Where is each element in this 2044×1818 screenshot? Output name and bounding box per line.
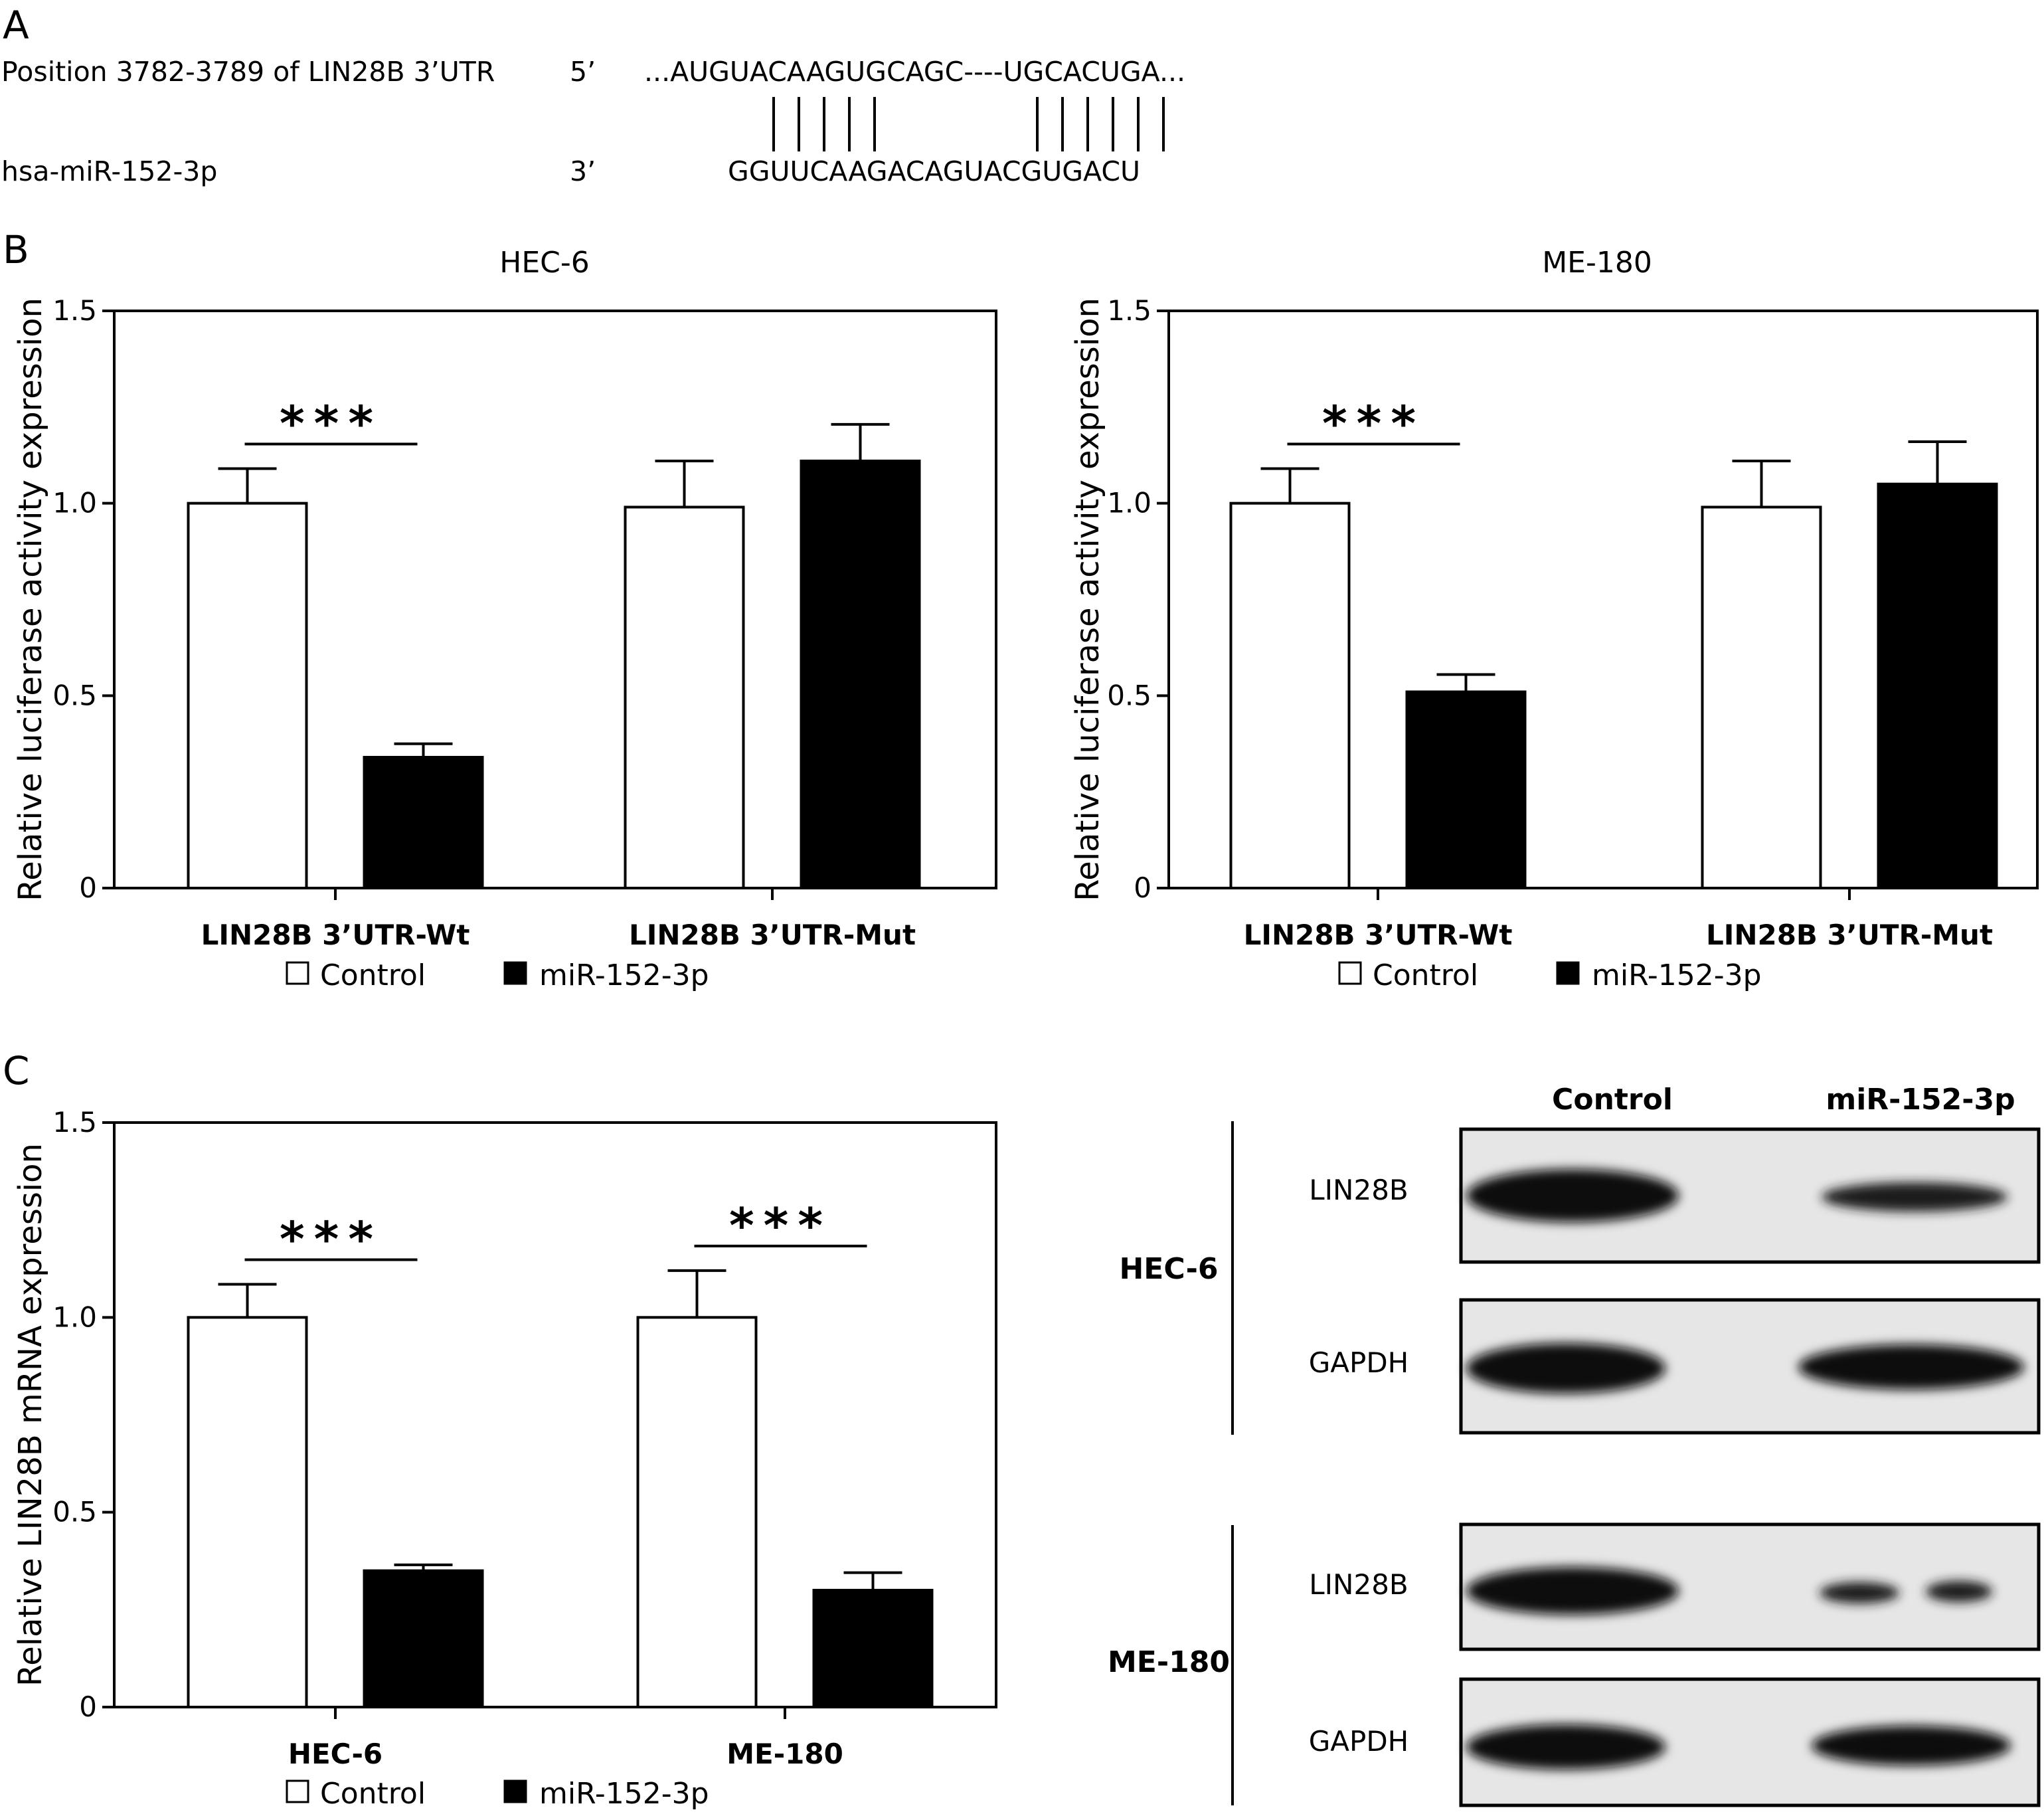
legend-label-control: Control [320,1777,426,1811]
mirna-label: hsa-miR-152-3p [1,155,217,187]
legend-label-control: Control [320,958,426,992]
legend-swatch-control [286,961,309,985]
western-blot: Control miR-152-3p HEC-6 ME-180 LIN28B G… [1108,1083,2041,1807]
x-tick-label: HEC-6 [288,1738,383,1770]
blot-row-label: LIN28B [1309,1174,1408,1206]
y-tick-label: 0 [1134,871,1151,904]
blot-row-label: LIN28B [1309,1568,1408,1601]
x-tick-label: LIN28B 3’UTR-Mut [1706,919,1993,951]
y-tick-label: 0.5 [1107,679,1151,711]
plot-frame [113,1121,997,1708]
y-tick-label: 0 [79,871,97,904]
bar-control [187,1316,308,1709]
target-sequence: ...AUGUACAAGUGCAGC----UGCACUGA... [644,56,1185,88]
y-axis-label: Relative luciferase activity expression [12,298,49,901]
bar-mir-152-3p [363,1569,484,1709]
y-tick-label: 1.5 [52,294,97,327]
y-tick-label: 0 [79,1690,97,1723]
legend-swatch-control [286,1779,309,1803]
y-tick-label: 1.0 [52,487,97,519]
bar-mir-152-3p [812,1589,934,1708]
legend-label-mir: miR-152-3p [539,1777,709,1811]
blot-strip-me180-gapdh [1459,1677,2041,1807]
chart-me180-luciferase: ME-180 Relative luciferase activity expre… [1069,246,2039,992]
panel-letter-a: A [3,3,29,48]
y-tick-label: 0.5 [52,679,97,711]
legend-swatch-mir [1556,961,1580,985]
bar-control [636,1316,758,1709]
y-tick-label: 1.5 [52,1106,97,1138]
bar-control [1701,505,1822,889]
legend-swatch-mir [503,1779,527,1803]
legend-label-control: Control [1373,958,1478,992]
mirna-end: 3’ [570,155,596,187]
bar-control [1229,501,1351,889]
x-tick-label: LIN28B 3’UTR-Wt [1244,919,1513,951]
bar-control [187,501,308,889]
chart-hec6-luciferase: HEC-6 Relative luciferase activity expres… [12,246,997,992]
base-pair-lines [772,97,1165,151]
blot-cell-line-me180: ME-180 [1108,1645,1230,1679]
blot-strip-hec6-lin28b [1459,1127,2041,1264]
bar-control [624,505,745,889]
y-axis-label: Relative LIN28B mRNA expression [12,1143,49,1686]
sequence-alignment: Position 3782-3789 of LIN28B 3’UTR 5’ ..… [1,56,1185,187]
significance-label: *** [729,1198,832,1253]
bar-mir-152-3p [800,459,921,889]
legend-label-mir: miR-152-3p [539,958,709,992]
bar-mir-152-3p [1877,482,1998,889]
target-end: 5’ [570,56,596,88]
x-tick-label: LIN28B 3’UTR-Wt [201,919,470,951]
blot-row-label: GAPDH [1309,1725,1409,1758]
panel-letter-c: C [3,1048,30,1093]
blot-header-control: Control [1552,1083,1673,1117]
legend-label-mir: miR-152-3p [1592,958,1762,992]
significance-label: *** [1322,396,1425,452]
y-axis-label: Relative luciferase activity expression [1069,298,1106,901]
chart-title: ME-180 [1542,246,1652,280]
blot-row-label: GAPDH [1309,1346,1409,1379]
plot-frame [113,310,997,889]
y-tick-label: 0.5 [52,1496,97,1528]
x-tick-label: LIN28B 3’UTR-Mut [629,919,916,951]
bar-mir-152-3p [1405,690,1527,890]
plot-frame [1167,310,2039,889]
legend-swatch-mir [503,961,527,985]
y-tick-label: 1.0 [52,1301,97,1333]
bar-mir-152-3p [363,756,484,889]
significance-label: *** [280,1211,383,1267]
blot-header-mir: miR-152-3p [1826,1083,2015,1117]
panel-letter-b: B [3,227,29,272]
y-tick-label: 1.0 [1107,487,1151,519]
chart-lin28b-mrna: Relative LIN28B mRNA expression 0 0.5 1.0 1.… [12,1106,997,1811]
mirna-sequence: GGUUCAAGACAGUACGUGACU [728,155,1140,187]
y-tick-label: 1.5 [1107,294,1151,327]
blot-strip-me180-lin28b [1459,1522,2041,1651]
x-tick-label: ME-180 [726,1738,843,1770]
target-label: Position 3782-3789 of LIN28B 3’UTR [1,56,495,88]
legend-swatch-control [1338,961,1362,985]
blot-cell-line-hec6: HEC-6 [1119,1252,1218,1286]
blot-strip-hec6-gapdh [1459,1298,2041,1435]
significance-label: *** [280,396,383,452]
chart-title: HEC-6 [499,246,589,280]
